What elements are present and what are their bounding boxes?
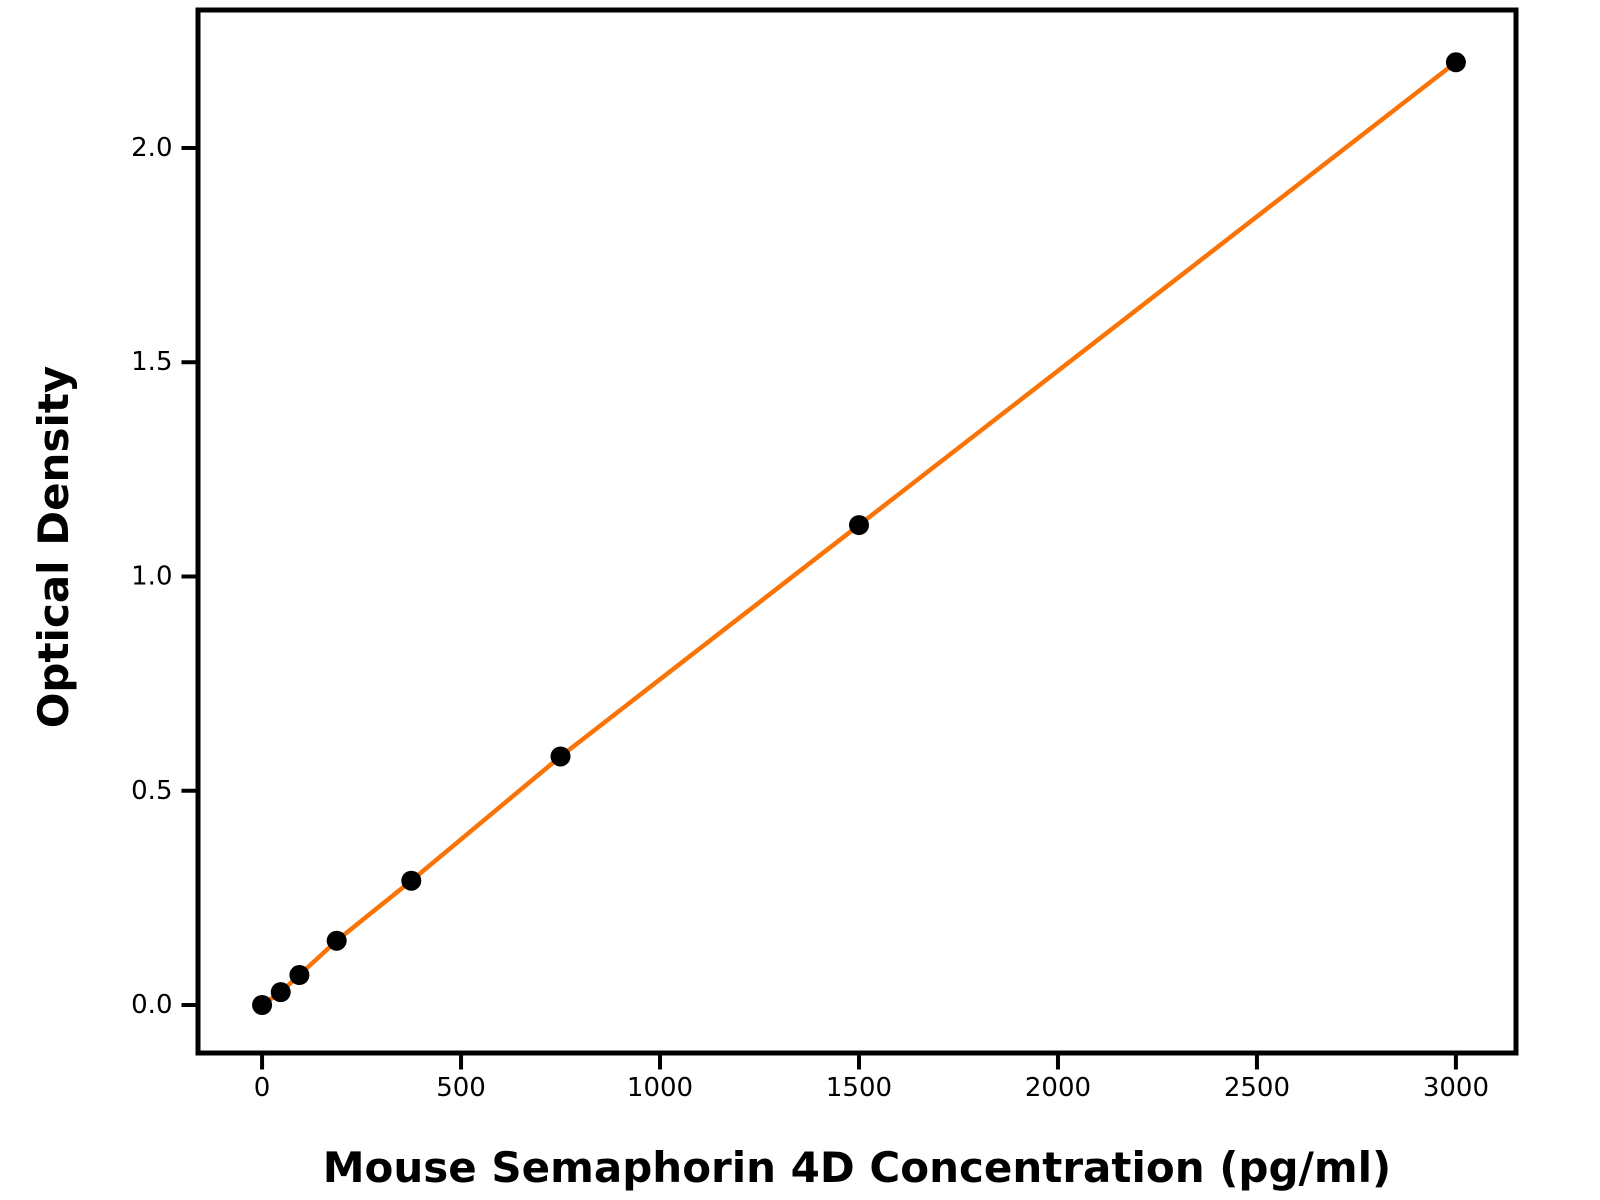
data-point <box>270 982 291 1003</box>
x-axis-title: Mouse Semaphorin 4D Concentration (pg/ml… <box>323 1143 1392 1192</box>
x-tick-label: 1500 <box>826 1073 892 1103</box>
x-tick-label: 3000 <box>1423 1073 1489 1103</box>
y-tick-label: 1.5 <box>131 347 172 377</box>
data-point <box>550 746 571 767</box>
x-axis-ticks: 0 500 1000 1500 2000 2500 3000 <box>254 1055 1489 1103</box>
data-point <box>289 965 310 986</box>
data-point <box>326 930 347 951</box>
y-axis-title: Optical Density <box>29 366 78 729</box>
y-tick-label: 0.0 <box>131 990 172 1020</box>
data-point <box>848 515 869 536</box>
y-tick-label: 2.0 <box>131 133 172 163</box>
plot-frame <box>195 7 1519 1056</box>
data-point <box>252 995 273 1016</box>
series-markers <box>252 52 1466 1016</box>
y-tick-label: 1.0 <box>131 561 172 591</box>
x-tick-label: 2500 <box>1224 1073 1290 1103</box>
y-axis-ticks: 0.0 0.5 1.0 1.5 2.0 <box>131 133 196 1020</box>
y-tick-label: 0.5 <box>131 776 172 806</box>
x-tick-label: 0 <box>254 1073 271 1103</box>
data-point <box>401 870 422 891</box>
x-tick-label: 500 <box>436 1073 486 1103</box>
x-tick-label: 1000 <box>627 1073 693 1103</box>
data-point <box>1445 52 1466 73</box>
x-tick-label: 2000 <box>1025 1073 1091 1103</box>
